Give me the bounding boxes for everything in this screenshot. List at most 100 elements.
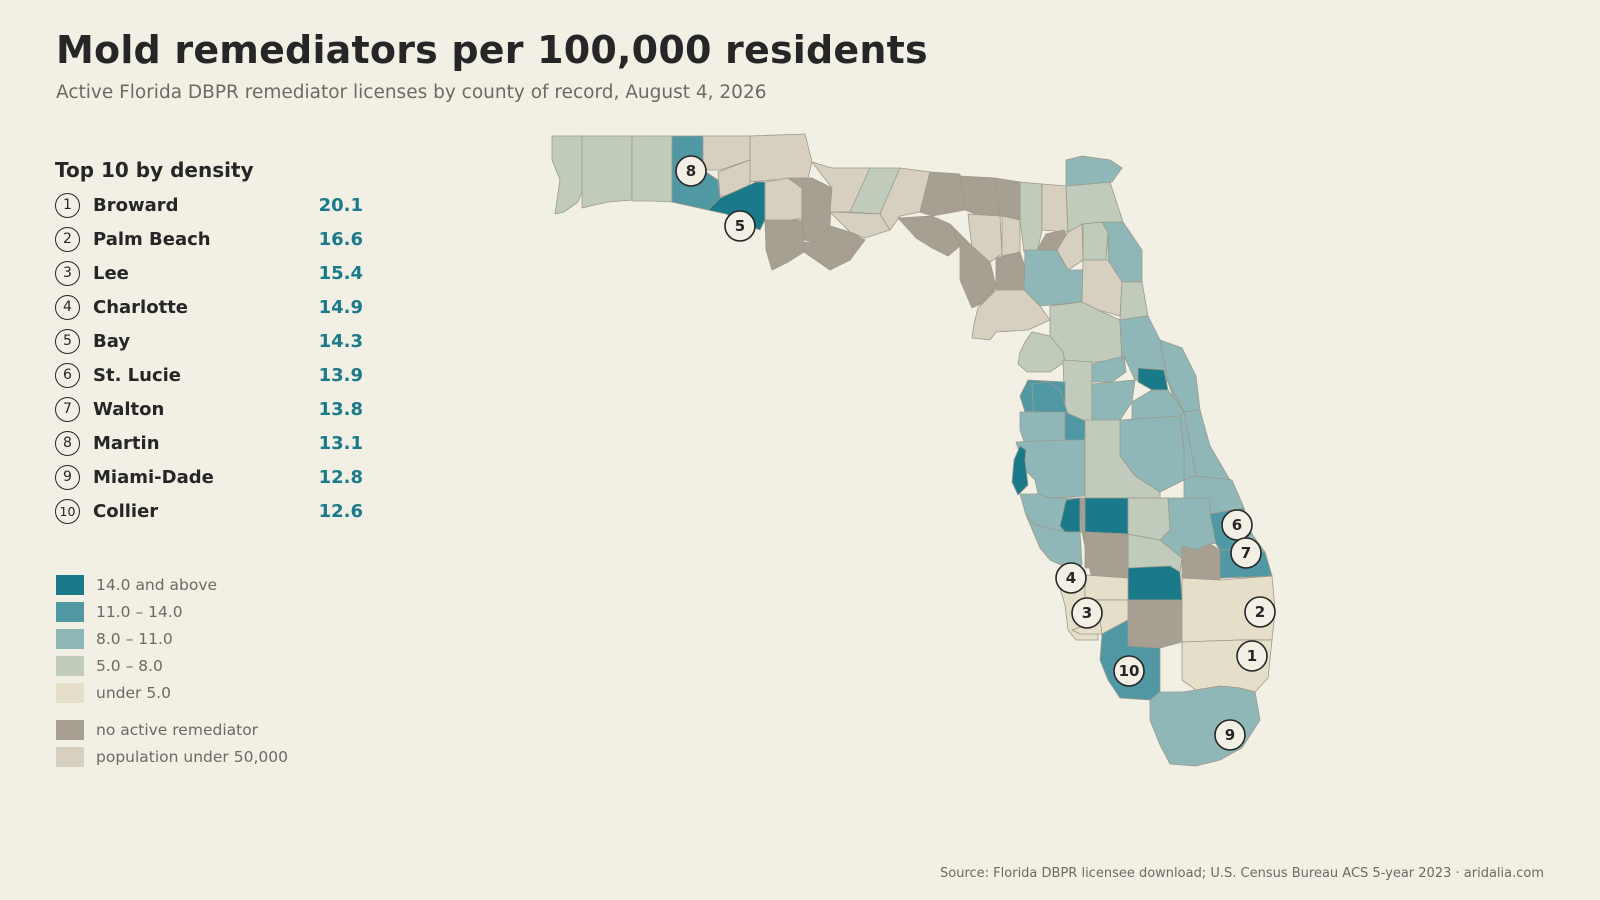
- county: [749, 133, 813, 183]
- rank-marker: 6: [1221, 509, 1253, 541]
- rank-badge: 9: [55, 464, 80, 490]
- rank-marker: 10: [1113, 655, 1145, 687]
- svg-text:7: 7: [1241, 544, 1251, 562]
- svg-text:6: 6: [1232, 516, 1242, 534]
- county: [631, 135, 673, 203]
- county: [1183, 409, 1231, 481]
- top10-heading: Top 10 by density: [55, 158, 254, 182]
- legend-row: 8.0 – 11.0: [56, 625, 288, 652]
- legend-label: 5.0 – 8.0: [96, 656, 163, 675]
- svg-text:8: 8: [686, 162, 696, 180]
- county: [551, 135, 583, 215]
- county-name: Palm Beach: [93, 228, 211, 250]
- legend-label: 14.0 and above: [96, 575, 218, 594]
- rank-marker: 8: [675, 155, 707, 187]
- county: [1091, 355, 1127, 383]
- top10-row: 7 Walton 13.8: [55, 392, 375, 426]
- county: [995, 251, 1027, 291]
- density-value: 12.6: [318, 500, 363, 522]
- top10-row: 10 Collier 12.6: [55, 494, 375, 528]
- county-name: Walton: [93, 398, 165, 420]
- svg-text:4: 4: [1066, 569, 1076, 587]
- top10-row: 4 Charlotte 14.9: [55, 290, 375, 324]
- county: [1017, 331, 1066, 373]
- county: [1119, 281, 1149, 321]
- map-legend: 14.0 and above 11.0 – 14.0 8.0 – 11.0 5.0 –…: [56, 571, 288, 770]
- county: [971, 289, 1051, 341]
- county: [1181, 543, 1221, 583]
- county: [1127, 497, 1171, 541]
- county-name: Miami-Dade: [93, 466, 214, 488]
- svg-text:1: 1: [1247, 647, 1257, 665]
- rank-marker: 1: [1236, 640, 1268, 672]
- top10-row: 5 Bay 14.3: [55, 324, 375, 358]
- rank-badge: 4: [55, 294, 80, 320]
- legend-row: 5.0 – 8.0: [56, 652, 288, 679]
- legend-swatch: [56, 719, 84, 740]
- county: [959, 175, 1001, 221]
- top10-row: 2 Palm Beach 16.6: [55, 222, 375, 256]
- county: [764, 177, 803, 223]
- svg-text:3: 3: [1082, 604, 1092, 622]
- county: [1019, 411, 1066, 445]
- county: [1059, 497, 1081, 533]
- legend-row: population under 50,000: [56, 743, 288, 770]
- source-note: Source: Florida DBPR licensee download; …: [940, 866, 1544, 881]
- svg-text:10: 10: [1119, 662, 1140, 680]
- legend-swatch: [56, 746, 84, 767]
- county: [897, 215, 961, 257]
- density-value: 14.9: [318, 296, 363, 318]
- rank-marker: 7: [1230, 537, 1262, 569]
- rank-badge: 8: [55, 430, 80, 456]
- ranking-markers: 1 2 34 5 6 7 8 9 10: [675, 155, 1276, 751]
- county: [764, 219, 805, 271]
- county-name: Lee: [93, 262, 129, 284]
- top10-rows: 1 Broward 20.1 2 Palm Beach 16.6 3 Lee 15.4 4 Char…: [55, 188, 375, 528]
- density-value: 16.6: [318, 228, 363, 250]
- legend-label: 11.0 – 14.0: [96, 602, 183, 621]
- legend-swatch: [56, 655, 84, 676]
- legend-label: population under 50,000: [96, 747, 288, 766]
- county: [1091, 379, 1136, 425]
- county: [919, 171, 966, 217]
- county: [1065, 155, 1123, 187]
- top10-row: 6 St. Lucie 13.9: [55, 358, 375, 392]
- density-value: 15.4: [318, 262, 363, 284]
- county: [1127, 599, 1183, 649]
- rank-badge: 5: [55, 328, 80, 354]
- rank-marker: 4: [1055, 562, 1087, 594]
- svg-text:2: 2: [1255, 603, 1265, 621]
- density-value: 13.8: [318, 398, 363, 420]
- legend-row: 14.0 and above: [56, 571, 288, 598]
- county: [1082, 221, 1109, 261]
- county: [581, 135, 633, 209]
- legend-rows: 14.0 and above 11.0 – 14.0 8.0 – 11.0 5.0 –…: [56, 571, 288, 770]
- county: [1084, 419, 1161, 499]
- page-title: Mold remediators per 100,000 residents: [56, 28, 928, 72]
- top10-row: 8 Martin 13.1: [55, 426, 375, 460]
- legend-label: no active remediator: [96, 720, 259, 739]
- density-value: 12.8: [318, 466, 363, 488]
- svg-text:9: 9: [1225, 726, 1235, 744]
- legend-label: 8.0 – 11.0: [96, 629, 173, 648]
- rank-badge: 2: [55, 226, 80, 252]
- county-name: St. Lucie: [93, 364, 182, 386]
- county-shapes: [551, 133, 1276, 767]
- density-value: 20.1: [318, 194, 363, 216]
- county: [1084, 531, 1129, 569]
- top10-row: 3 Lee 15.4: [55, 256, 375, 290]
- rank-badge: 10: [55, 498, 80, 524]
- page-subtitle: Active Florida DBPR remediator licenses …: [56, 82, 767, 103]
- density-value: 14.3: [318, 330, 363, 352]
- density-value: 13.1: [318, 432, 363, 454]
- county: [1127, 565, 1183, 601]
- county: [828, 211, 891, 239]
- county-name: Broward: [93, 194, 179, 216]
- legend-swatch: [56, 574, 84, 595]
- rank-badge: 1: [55, 192, 80, 218]
- legend-row: no active remediator: [56, 716, 288, 743]
- rank-badge: 6: [55, 362, 80, 388]
- legend-row: under 5.0: [56, 679, 288, 706]
- legend-label: under 5.0: [96, 683, 171, 702]
- county: [1137, 367, 1169, 391]
